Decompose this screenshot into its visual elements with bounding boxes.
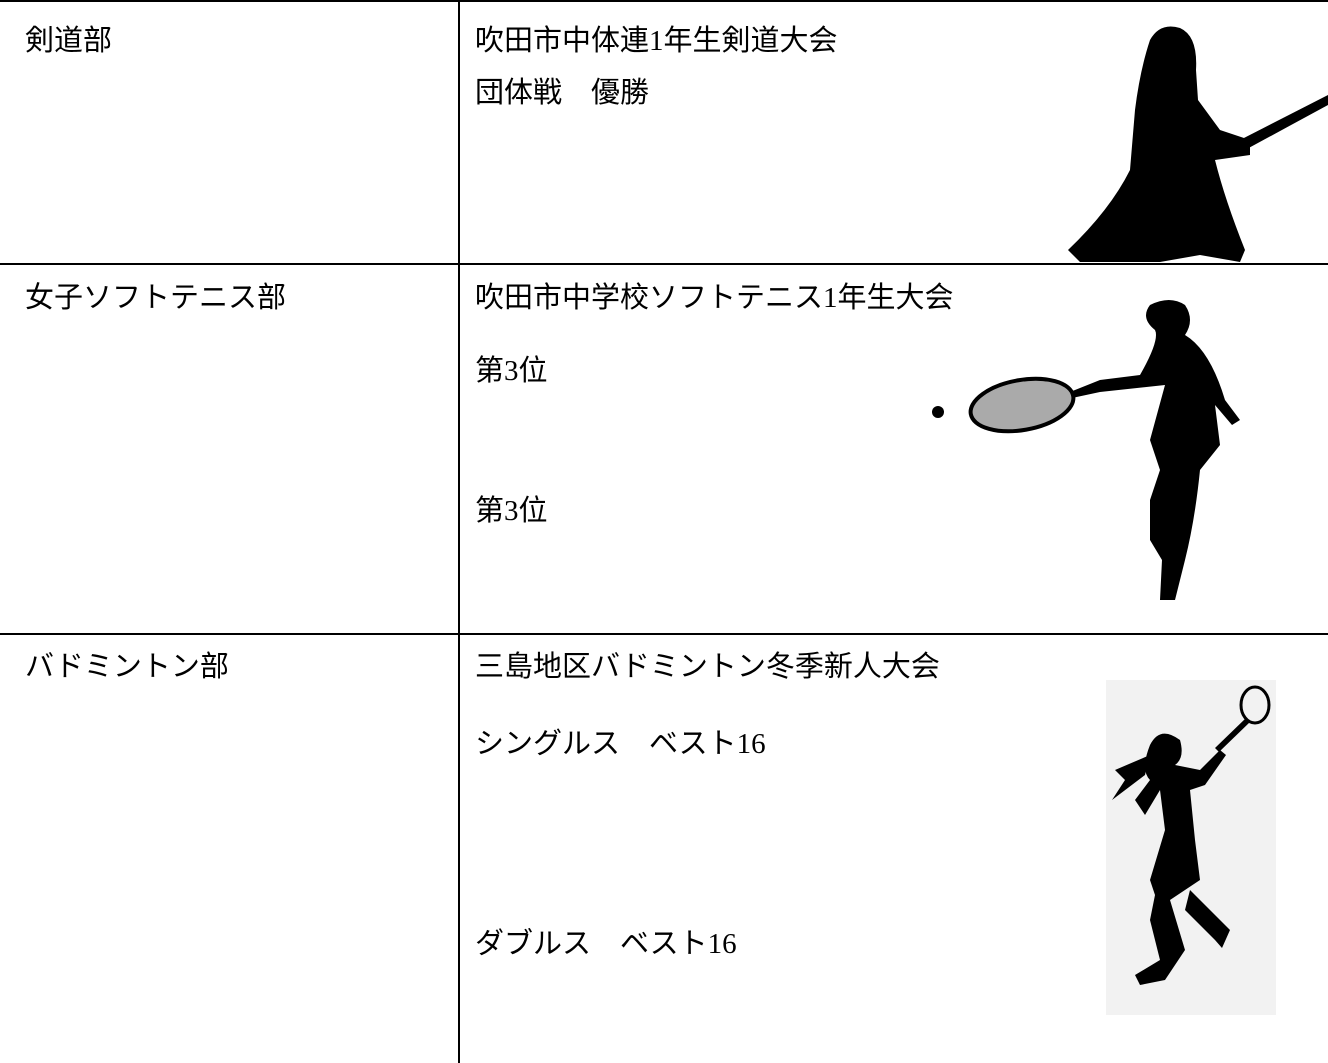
result-text: 団体戦 優勝 bbox=[475, 77, 650, 109]
club-name: バドミントン部 bbox=[25, 651, 229, 683]
result-text: 第3位 bbox=[475, 495, 548, 527]
result-text: シングルス ベスト16 bbox=[475, 728, 766, 760]
result-text: 第3位 bbox=[475, 355, 548, 387]
club-name: 女子ソフトテニス部 bbox=[25, 282, 287, 314]
club-name: 剣道部 bbox=[25, 25, 113, 57]
result-text: ダブルス ベスト16 bbox=[475, 928, 737, 960]
result-text: 吹田市中体連1年生剣道大会 bbox=[475, 25, 838, 57]
result-text: 吹田市中学校ソフトテニス1年生大会 bbox=[475, 282, 954, 314]
result-text: 三島地区バドミントン冬季新人大会 bbox=[475, 651, 940, 683]
